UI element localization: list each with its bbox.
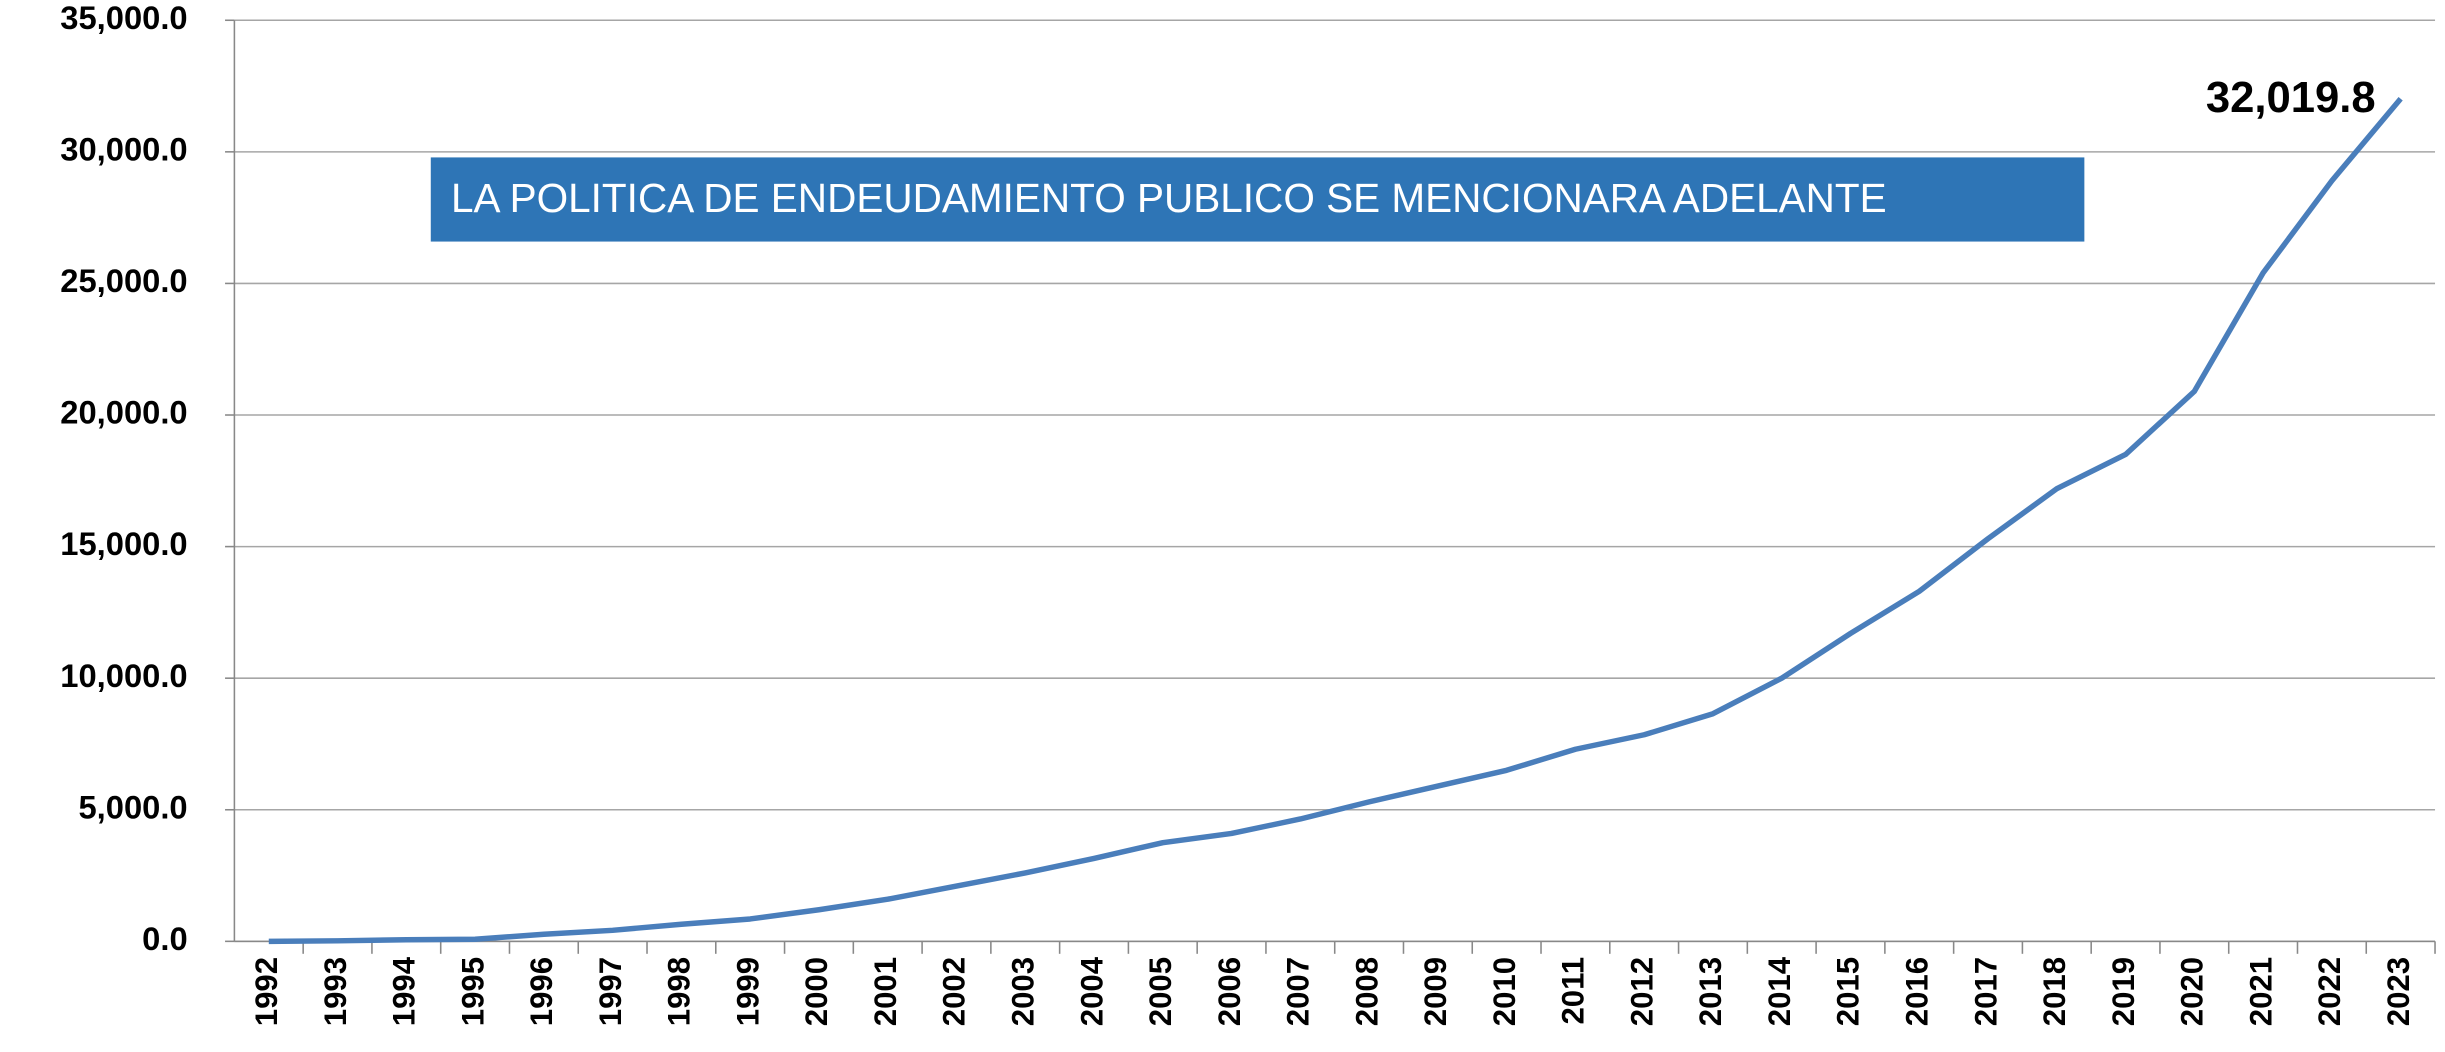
x-tick-label: 1992 xyxy=(249,957,284,1026)
x-tick-label: 2003 xyxy=(1005,957,1040,1026)
x-tick-label: 2016 xyxy=(1899,957,1934,1026)
x-tick-label: 1993 xyxy=(318,957,353,1026)
x-tick-label: 2019 xyxy=(2106,957,2141,1026)
x-tick-label: 2017 xyxy=(1968,957,2003,1026)
y-tick-label: 10,000.0 xyxy=(60,657,187,694)
y-tick-label: 25,000.0 xyxy=(60,262,187,299)
y-tick-label: 30,000.0 xyxy=(60,130,187,167)
x-tick-label: 2004 xyxy=(1074,956,1109,1026)
y-tick-label: 5,000.0 xyxy=(78,788,187,825)
x-tick-label: 2005 xyxy=(1143,957,1178,1026)
x-tick-label: 2012 xyxy=(1624,957,1659,1026)
y-tick-label: 35,000.0 xyxy=(60,0,187,36)
x-tick-label: 2021 xyxy=(2243,957,2278,1026)
x-tick-label: 2009 xyxy=(1418,957,1453,1026)
x-tick-label: 2002 xyxy=(937,957,972,1026)
x-tick-label: 2006 xyxy=(1212,957,1247,1026)
x-tick-label: 2020 xyxy=(2175,957,2210,1026)
banner-box xyxy=(430,157,2085,242)
x-tick-label: 1998 xyxy=(662,957,697,1026)
x-tick-label: 2014 xyxy=(1762,956,1797,1026)
x-tick-label: 2018 xyxy=(2037,957,2072,1026)
y-tick-label: 15,000.0 xyxy=(60,525,187,562)
x-tick-label: 2001 xyxy=(868,957,903,1026)
x-tick-label: 2015 xyxy=(1831,957,1866,1026)
x-tick-label: 2011 xyxy=(1556,957,1591,1025)
y-tick-label: 20,000.0 xyxy=(60,394,187,431)
x-tick-label: 2010 xyxy=(1487,957,1522,1026)
y-tick-label: 0.0 xyxy=(142,920,187,957)
x-tick-label: 1995 xyxy=(455,957,490,1026)
x-tick-label: 1999 xyxy=(730,957,765,1026)
annotation: 32,019.8 xyxy=(2206,74,2376,122)
x-tick-label: 2023 xyxy=(2381,957,2416,1026)
x-tick-label: 2007 xyxy=(1281,957,1316,1026)
x-tick-label: 1996 xyxy=(524,957,559,1026)
x-tick-label: 1994 xyxy=(387,956,422,1026)
x-tick-label: 1997 xyxy=(593,957,628,1026)
x-tick-label: 2013 xyxy=(1693,957,1728,1026)
x-tick-label: 2022 xyxy=(2312,957,2347,1026)
banner-text: LA POLITICA DE ENDEUDAMIENTO PUBLICO SE … xyxy=(451,175,1887,221)
data-line xyxy=(268,96,2403,945)
x-tick-label: 2008 xyxy=(1349,957,1384,1026)
x-tick-label: 2000 xyxy=(799,957,834,1026)
